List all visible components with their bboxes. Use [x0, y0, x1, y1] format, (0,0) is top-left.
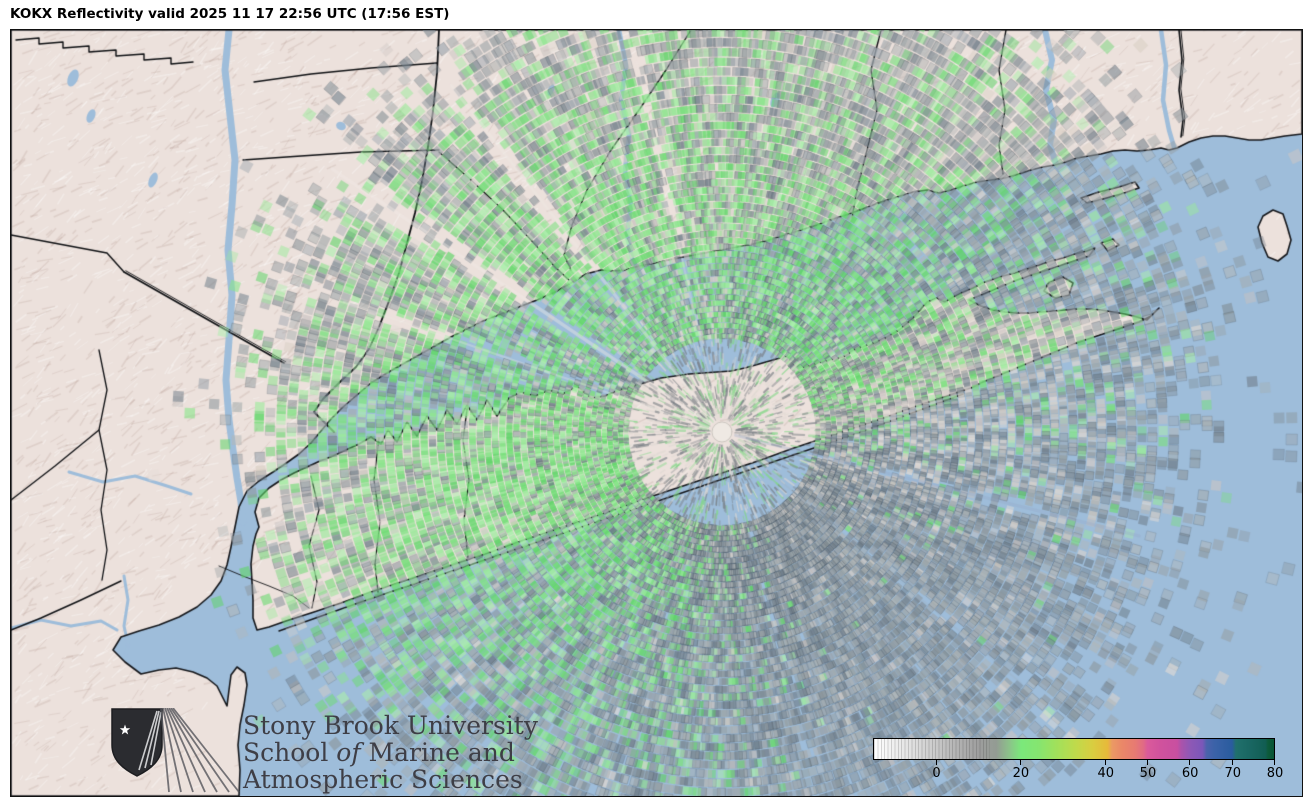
colorbar-tick-label: 50	[1139, 766, 1157, 781]
logo-text: Stony Brook University School of Marine …	[243, 712, 538, 793]
map-frame: 0 20 40 50 60 70 80	[10, 29, 1303, 797]
reflectivity-colorbar	[873, 738, 1275, 760]
colorbar-ticks: 0 20 40 50 60 70 80	[873, 760, 1283, 790]
colorbar-tick-label: 40	[1097, 766, 1115, 781]
colorbar-tick-label: 20	[1012, 766, 1030, 781]
logo-line2: School of Marine and	[243, 738, 515, 767]
stony-brook-logo: Stony Brook University School of Marine …	[111, 706, 551, 796]
colorbar-tick-label: 60	[1181, 766, 1199, 781]
shield-stripes	[138, 710, 162, 771]
colorbar-tick-label: 80	[1266, 766, 1284, 781]
stony-brook-shield-icon	[111, 708, 240, 793]
logo-rays-icon	[160, 708, 240, 793]
logo-line3: Atmospheric Sciences	[243, 765, 523, 794]
shield-star-icon	[119, 724, 131, 735]
colorbar-tick	[935, 760, 937, 765]
colorbar-gradient	[874, 739, 1274, 759]
logo-line1: Stony Brook University	[243, 711, 538, 740]
colorbar-tick	[1189, 760, 1191, 765]
page-title: KOKX Reflectivity valid 2025 11 17 22:56…	[10, 6, 450, 22]
colorbar-tick	[1146, 760, 1148, 765]
colorbar-tick	[1274, 760, 1275, 765]
colorbar-tick-label: 70	[1224, 766, 1242, 781]
colorbar-tick	[1019, 760, 1021, 765]
colorbar-tick	[1104, 760, 1106, 765]
shield-shape	[111, 708, 163, 777]
colorbar-striation	[874, 739, 990, 759]
radar-map-canvas	[11, 30, 1302, 796]
colorbar-tick	[1231, 760, 1233, 765]
colorbar-tick-label: 0	[932, 766, 941, 781]
